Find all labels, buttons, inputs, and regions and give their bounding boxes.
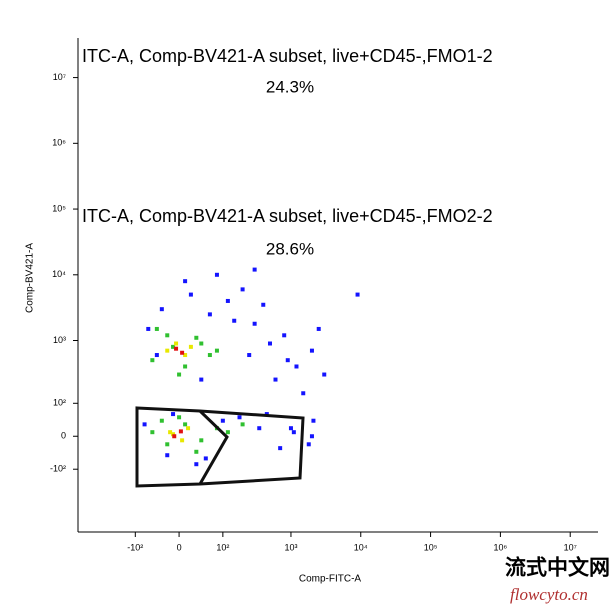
point xyxy=(183,279,188,284)
point xyxy=(301,391,306,396)
point xyxy=(278,446,283,451)
x-tick-label: -10² xyxy=(127,542,143,552)
point xyxy=(311,418,316,423)
y-tick-label: 10⁵ xyxy=(52,203,66,213)
gate-label: ITC-A, Comp-BV421-A subset, live+CD45-,F… xyxy=(82,206,493,226)
watermark-title: 流式中文网 xyxy=(505,556,610,580)
point xyxy=(237,415,242,420)
point xyxy=(207,312,212,317)
point xyxy=(180,438,185,443)
x-tick-label: 10⁶ xyxy=(494,542,508,552)
point xyxy=(220,418,225,423)
point xyxy=(177,372,182,377)
gate-divider xyxy=(198,409,229,485)
point xyxy=(291,430,296,435)
point xyxy=(154,326,159,331)
point xyxy=(150,358,155,363)
point xyxy=(207,353,212,358)
point xyxy=(150,430,155,435)
y-tick-label: 10⁷ xyxy=(53,72,66,82)
point xyxy=(168,430,173,435)
point xyxy=(261,302,266,307)
x-tick-label: 10⁴ xyxy=(354,542,368,552)
point xyxy=(174,346,179,351)
point xyxy=(183,422,188,427)
point xyxy=(194,449,199,454)
point xyxy=(294,364,299,369)
x-tick-label: 10² xyxy=(216,542,229,552)
point xyxy=(199,438,204,443)
y-tick-label: 10⁶ xyxy=(52,138,66,148)
point xyxy=(225,430,230,435)
point xyxy=(214,348,219,353)
point xyxy=(194,462,199,467)
x-tick-label: 10⁷ xyxy=(564,542,577,552)
points xyxy=(142,267,360,467)
point xyxy=(180,350,185,355)
y-tick-label: 10³ xyxy=(53,335,66,345)
point xyxy=(282,333,287,338)
point xyxy=(171,432,176,437)
point xyxy=(252,267,257,272)
point xyxy=(183,364,188,369)
point xyxy=(178,429,183,434)
point xyxy=(159,418,164,423)
point xyxy=(194,335,199,340)
point xyxy=(177,415,182,420)
point xyxy=(306,442,311,447)
point xyxy=(172,434,177,439)
y-tick-label: 0 xyxy=(61,431,66,441)
point xyxy=(288,426,293,431)
point xyxy=(165,333,170,338)
point xyxy=(165,453,170,458)
point xyxy=(188,344,193,349)
point xyxy=(188,292,193,297)
gate xyxy=(135,406,305,488)
point xyxy=(247,353,252,358)
point xyxy=(154,353,159,358)
x-tick-label: 10³ xyxy=(284,542,297,552)
point xyxy=(165,348,170,353)
point xyxy=(174,341,179,346)
point xyxy=(225,298,230,303)
point xyxy=(309,434,314,439)
point xyxy=(322,372,327,377)
point xyxy=(309,348,314,353)
point xyxy=(142,422,147,427)
point xyxy=(252,321,257,326)
point xyxy=(316,326,321,331)
point xyxy=(240,287,245,292)
point xyxy=(355,292,360,297)
point xyxy=(240,422,245,427)
point xyxy=(199,341,204,346)
point xyxy=(165,442,170,447)
point xyxy=(159,307,164,312)
watermark-url: flowcyto.cn xyxy=(510,585,588,604)
point xyxy=(267,341,272,346)
point xyxy=(171,344,176,349)
point xyxy=(285,358,290,363)
y-tick-label: 10⁴ xyxy=(52,269,66,279)
gate-label: ITC-A, Comp-BV421-A subset, live+CD45-,F… xyxy=(82,46,493,66)
y-tick-label: 10² xyxy=(53,398,66,408)
point xyxy=(199,377,204,382)
point xyxy=(146,326,151,331)
point xyxy=(257,426,262,431)
y-axis-label: Comp-BV421-A xyxy=(25,243,36,313)
y-tick-label: -10² xyxy=(50,464,66,474)
point xyxy=(183,353,188,358)
point xyxy=(203,456,208,461)
x-tick-label: 10⁵ xyxy=(424,542,438,552)
point xyxy=(186,426,191,431)
point xyxy=(232,318,237,323)
point xyxy=(171,412,176,417)
point xyxy=(273,377,278,382)
gate-percent: 28.6% xyxy=(266,239,314,258)
point xyxy=(214,272,219,277)
gate-percent: 24.3% xyxy=(266,77,314,96)
x-axis-label: Comp-FITC-A xyxy=(299,574,362,585)
x-tick-label: 0 xyxy=(177,542,182,552)
